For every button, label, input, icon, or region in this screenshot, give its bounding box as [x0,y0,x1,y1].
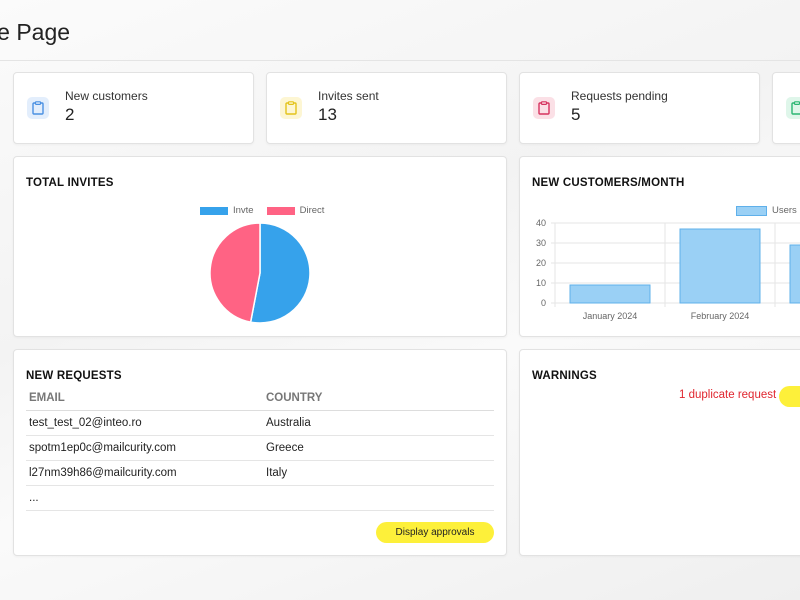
stat-card-partial [772,72,800,144]
x-tick-label: January 2024 [583,311,638,321]
x-tick-label: February 2024 [691,311,750,321]
email-cell: l27nm39h86@mailcurity.com [26,460,263,486]
bar-1[interactable] [569,284,651,304]
new-requests-card: NEW REQUESTS EMAIL COUNTRY test_test_02@… [13,349,507,556]
country-cell: Greece [263,435,494,461]
duplicate-request-button[interactable] [779,386,800,407]
country-cell: Australia [263,410,494,436]
chart-legend: Users [736,205,797,216]
legend-label: Invte [233,205,254,216]
legend-swatch [736,205,767,216]
stat-label: New customers [65,89,148,103]
column-header-email: EMAIL [26,386,263,411]
table-row[interactable]: test_test_02@inteo.ro Australia [26,410,494,436]
page-header: me Page [0,0,800,61]
stat-card-invites-sent: Invites sent 13 [266,72,507,144]
clipboard-icon [786,97,800,119]
column-header-country: COUNTRY [263,386,494,411]
pie-slice-invite[interactable] [249,222,311,324]
card-title: NEW REQUESTS [26,370,122,382]
bar-3[interactable] [789,244,800,304]
warnings-card: WARNINGS 1 duplicate request - [519,349,800,556]
stat-card-new-customers: New customers 2 [13,72,254,144]
legend-swatch [200,206,228,215]
table-header-row: EMAIL COUNTRY [26,386,494,411]
y-tick-label: 20 [536,258,546,268]
card-title: TOTAL INVITES [26,177,114,189]
chart-legend: Invte Direct [200,205,324,216]
stat-card-requests-pending: Requests pending 5 [519,72,760,144]
country-cell: Italy [263,460,494,486]
card-title: WARNINGS [532,370,597,382]
table-row[interactable]: spotm1ep0c@mailcurity.com Greece [26,435,494,461]
y-tick-label: 10 [536,278,546,288]
new-customers-month-card: NEW CUSTOMERS/MONTH Users 40 30 20 10 0 Janua… [519,156,800,337]
pie-chart [209,222,311,324]
duplicate-request-warning: 1 duplicate request - [679,389,784,401]
stat-value: 13 [318,105,337,124]
legend-label: Users [772,205,797,216]
y-tick-label: 30 [536,238,546,248]
table-row-more: ... [26,485,494,511]
y-tick-label: 0 [541,298,546,308]
clipboard-icon [27,97,49,119]
stat-value: 2 [65,105,75,124]
display-approvals-button[interactable]: Display approvals [376,522,494,543]
bar-2[interactable] [679,228,761,304]
ellipsis-cell: ... [26,485,263,511]
y-tick-label: 40 [536,218,546,228]
page-title: me Page [0,19,71,45]
legend-swatch [266,206,295,215]
legend-label: Direct [299,205,325,216]
stat-label: Requests pending [571,89,668,103]
total-invites-card: TOTAL INVITES Invte Direct [13,156,507,337]
email-cell: test_test_02@inteo.ro [26,410,263,436]
clipboard-icon [280,97,302,119]
pie-slice-direct[interactable] [209,222,261,323]
card-title: NEW CUSTOMERS/MONTH [532,177,685,189]
clipboard-icon [533,97,555,119]
requests-table: EMAIL COUNTRY test_test_02@inteo.ro Aust… [26,386,494,511]
email-cell: spotm1ep0c@mailcurity.com [26,435,263,461]
table-row[interactable]: l27nm39h86@mailcurity.com Italy [26,460,494,486]
stat-value: 5 [571,105,581,124]
empty-cell [263,485,494,511]
stat-label: Invites sent [318,89,379,103]
